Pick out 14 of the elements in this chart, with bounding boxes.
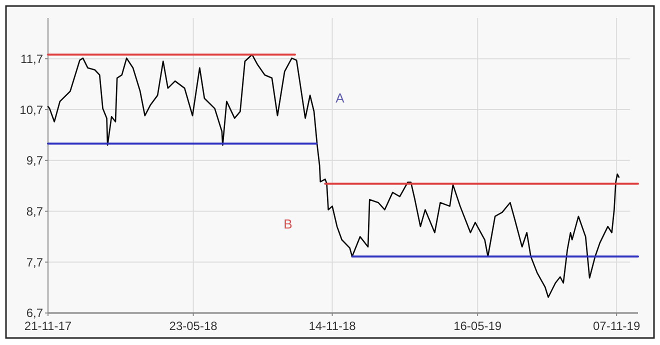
x-tick-label: 07-11-19	[592, 319, 640, 333]
y-tick-label: 6,7	[26, 306, 44, 320]
x-tick-label: 23-05-18	[169, 319, 218, 333]
y-tick-label: 11,7	[20, 52, 44, 66]
y-tick-label: 9,7	[26, 154, 44, 168]
x-tick-label: 16-05-19	[454, 319, 502, 333]
x-tick-label: 21-11-17	[24, 319, 72, 333]
y-tick-label: 10,7	[20, 102, 44, 117]
y-tick-label: 8,7	[26, 204, 44, 218]
line-series	[47, 54, 620, 298]
y-tick-label: 7,7	[26, 255, 44, 270]
x-tick-label: 14-11-18	[308, 319, 356, 333]
annotation: A	[336, 90, 345, 106]
annotation: B	[284, 216, 292, 232]
